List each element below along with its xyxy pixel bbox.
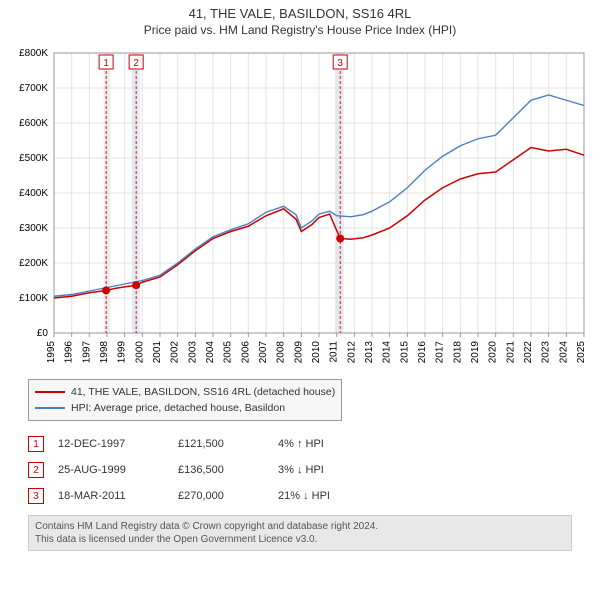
y-axis-label: £400K [19,188,48,199]
sale-marker-number: 2 [133,58,139,69]
x-axis-label: 2016 [417,341,428,364]
sale-badge: 1 [28,436,44,452]
sale-date: 18-MAR-2011 [58,490,178,502]
y-axis-label: £0 [37,328,49,339]
line-chart: £0 £100K £200K £300K £400K £500K £600K £700K £80… [8,43,592,373]
sale-date: 25-AUG-1999 [58,464,178,476]
legend-label: HPI: Average price, detached house, Basi… [71,402,285,414]
x-axis-label: 2011 [329,341,340,363]
attribution-line1: Contains HM Land Registry data © Crown c… [35,520,565,533]
y-axis-label: £700K [19,83,48,94]
y-axis-label: £100K [19,293,48,304]
sale-date: 12-DEC-1997 [58,438,178,450]
legend-item: 41, THE VALE, BASILDON, SS16 4RL (detach… [35,384,335,400]
x-axis-label: 2015 [399,341,410,364]
x-axis-label: 2004 [205,341,216,364]
sale-row: 2 25-AUG-1999£136,5003% ↓ HPI [28,457,572,483]
x-axis-label: 2018 [452,341,463,364]
x-axis-label: 1999 [117,341,128,364]
sale-delta: 3% ↓ HPI [278,464,398,476]
sale-badge: 3 [28,488,44,504]
x-axis-label: 2005 [223,341,234,364]
attribution-box: Contains HM Land Registry data © Crown c… [28,515,572,551]
y-axis-label: £200K [19,258,48,269]
x-axis-label: 2007 [258,341,269,364]
attribution-line2: This data is licensed under the Open Gov… [35,533,565,546]
x-axis-label: 2021 [505,341,516,364]
page-subtitle: Price paid vs. HM Land Registry's House … [0,21,600,43]
sale-delta: 21% ↓ HPI [278,490,398,502]
x-axis-label: 2008 [276,341,287,364]
sale-price: £136,500 [178,464,278,476]
chart-area: £0 £100K £200K £300K £400K £500K £600K £700K £80… [8,43,592,373]
y-axis-label: £500K [19,153,48,164]
x-axis-label: 2000 [134,341,145,364]
sale-badge: 2 [28,462,44,478]
x-axis-label: 2010 [311,341,322,364]
x-axis-label: 2006 [240,341,251,364]
sale-marker-number: 3 [337,58,343,69]
y-axis-label: £800K [19,48,48,59]
y-axis-label: £300K [19,223,48,234]
x-axis-label: 2001 [152,341,163,364]
x-axis-label: 1998 [99,341,110,364]
x-axis-label: 2020 [488,341,499,364]
x-axis-label: 2002 [170,341,181,364]
sale-delta: 4% ↑ HPI [278,438,398,450]
x-axis-label: 2013 [364,341,375,364]
x-axis-label: 1997 [81,341,92,364]
sale-price: £121,500 [178,438,278,450]
sale-marker-number: 1 [103,58,109,69]
sale-price: £270,000 [178,490,278,502]
x-axis-label: 1995 [46,341,57,364]
x-axis-label: 2023 [541,341,552,364]
legend-box: 41, THE VALE, BASILDON, SS16 4RL (detach… [28,379,342,421]
x-axis-label: 2003 [187,341,198,364]
legend-item: HPI: Average price, detached house, Basi… [35,400,335,416]
x-axis-label: 2022 [523,341,534,364]
x-axis-label: 2017 [435,341,446,364]
x-axis-label: 1996 [64,341,75,364]
x-axis-label: 2019 [470,341,481,364]
x-axis-label: 2014 [382,341,393,364]
legend-label: 41, THE VALE, BASILDON, SS16 4RL (detach… [71,386,335,398]
x-axis-label: 2012 [346,341,357,364]
page-title: 41, THE VALE, BASILDON, SS16 4RL [0,0,600,21]
sale-row: 3 18-MAR-2011£270,00021% ↓ HPI [28,483,572,509]
x-axis-label: 2025 [576,341,587,364]
y-axis-label: £600K [19,118,48,129]
sales-table: 1 12-DEC-1997£121,5004% ↑ HPI 2 25-AUG-1999… [28,431,572,509]
x-axis-label: 2024 [558,341,569,364]
sale-marker-dot [336,235,344,243]
legend-swatch [35,407,65,409]
sale-marker-dot [132,281,140,289]
sale-row: 1 12-DEC-1997£121,5004% ↑ HPI [28,431,572,457]
legend-swatch [35,391,65,393]
sale-marker-dot [102,286,110,294]
x-axis-label: 2009 [293,341,304,364]
